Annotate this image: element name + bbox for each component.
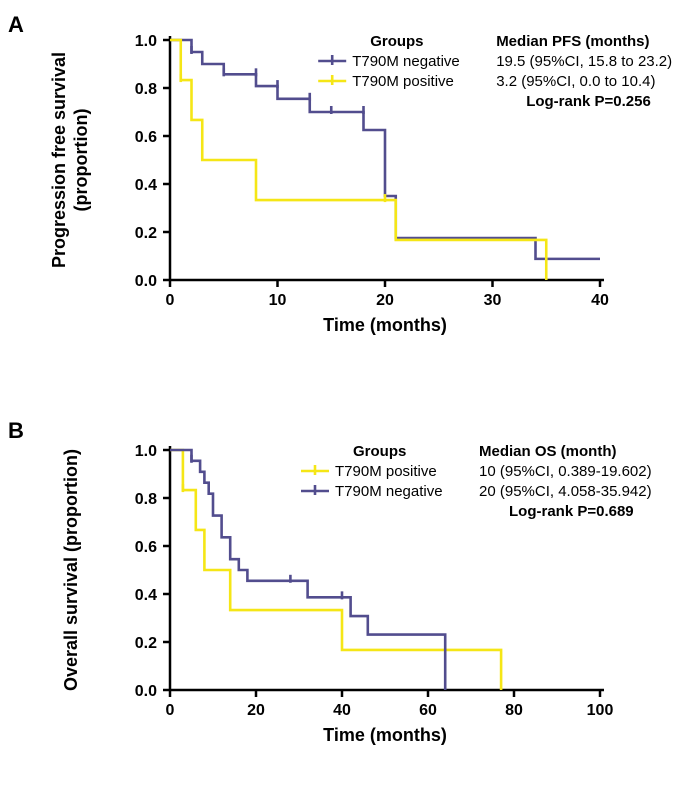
- svg-text:0: 0: [166, 702, 175, 719]
- svg-text:Time (months): Time (months): [323, 725, 447, 745]
- svg-text:Groups: Groups: [353, 443, 406, 460]
- figure-container: A 0102030400.00.20.40.60.81.0Time (month…: [0, 0, 688, 804]
- svg-text:40: 40: [333, 702, 351, 719]
- svg-text:60: 60: [419, 702, 437, 719]
- svg-text:T790M negative: T790M negative: [335, 483, 443, 500]
- svg-text:0.0: 0.0: [135, 683, 157, 700]
- svg-text:Overall survival (proportion): Overall survival (proportion): [61, 449, 81, 691]
- km-plot-b: 0 20 40 60 80 100 0.0 0.2 0.4 0.6 0.8 1.0 Time (mont…: [0, 0, 688, 770]
- svg-text:0.8: 0.8: [135, 491, 157, 508]
- svg-text:Log-rank P=0.689: Log-rank P=0.689: [509, 503, 634, 520]
- svg-text:0.2: 0.2: [135, 635, 157, 652]
- svg-text:20: 20: [247, 702, 265, 719]
- svg-text:Median OS (month): Median OS (month): [479, 443, 617, 460]
- svg-text:0.6: 0.6: [135, 539, 157, 556]
- svg-text:20 (95%CI, 4.058-35.942): 20 (95%CI, 4.058-35.942): [479, 483, 652, 500]
- svg-text:100: 100: [587, 702, 614, 719]
- svg-text:0.4: 0.4: [135, 587, 157, 604]
- svg-text:T790M positive: T790M positive: [335, 463, 437, 480]
- svg-text:80: 80: [505, 702, 523, 719]
- svg-text:10 (95%CI, 0.389-19.602): 10 (95%CI, 0.389-19.602): [479, 463, 652, 480]
- svg-text:1.0: 1.0: [135, 443, 157, 460]
